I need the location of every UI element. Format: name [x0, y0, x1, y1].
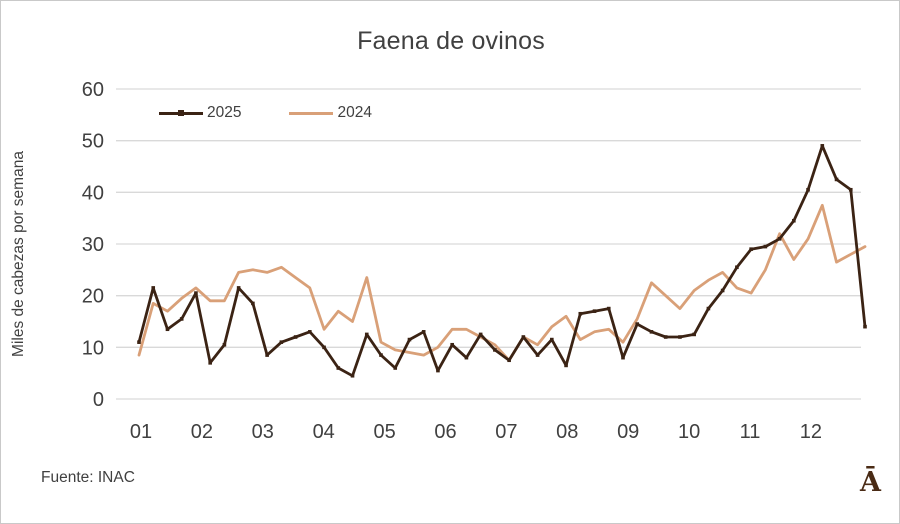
- data-point-marker: [165, 327, 170, 332]
- y-tick-label: 50: [82, 131, 104, 153]
- y-tick-label: 60: [82, 79, 104, 101]
- data-point-marker: [507, 358, 511, 363]
- series-line-2024: [137, 203, 867, 362]
- data-point-marker: [649, 330, 654, 334]
- legend-line-2024-icon: [289, 111, 334, 115]
- x-tick-label: 08: [556, 421, 578, 443]
- data-point-marker: [421, 330, 426, 334]
- data-point-marker: [806, 187, 810, 192]
- data-point-marker: [550, 337, 554, 342]
- legend-label-2024: 2024: [337, 104, 372, 121]
- x-tick-label: 05: [373, 421, 395, 443]
- data-point-marker: [735, 265, 739, 270]
- data-point-marker: [863, 324, 867, 329]
- data-point-marker: [293, 335, 298, 339]
- data-point-marker: [265, 353, 269, 357]
- x-tick-label: 10: [678, 421, 700, 443]
- x-tick-label: 04: [313, 421, 335, 443]
- data-point-marker: [194, 291, 198, 295]
- legend-label-2025: 2025: [207, 104, 242, 121]
- legend-entry-2024: 2024: [289, 104, 372, 122]
- logo-glyph: Ā: [860, 467, 881, 498]
- data-point-marker: [350, 373, 355, 378]
- legend-entry-2025: 2025: [159, 104, 241, 122]
- data-point-marker: [236, 286, 241, 290]
- data-point-marker: [820, 144, 825, 148]
- x-tick-label: 03: [252, 421, 274, 443]
- data-point-marker: [678, 335, 682, 339]
- y-tick-label: 20: [82, 286, 104, 308]
- x-tick-label: 07: [495, 421, 517, 443]
- x-tick-label: 11: [740, 421, 761, 443]
- data-point-marker: [621, 355, 625, 360]
- data-point-marker: [834, 177, 839, 182]
- source-note: Fuente: INAC: [41, 469, 135, 486]
- y-tick-label: 10: [82, 337, 104, 359]
- data-point-marker: [792, 218, 796, 223]
- data-point-marker: [578, 311, 583, 316]
- data-point-marker: [379, 353, 383, 357]
- data-point-marker: [251, 301, 255, 306]
- series-line-2025: [137, 144, 867, 378]
- y-tick-label: 40: [82, 182, 104, 204]
- legend-line-2025-icon: [159, 110, 203, 116]
- data-point-marker: [179, 317, 184, 321]
- x-tick-label: 09: [617, 421, 639, 443]
- data-point-marker: [592, 309, 597, 313]
- x-tick-label: 12: [800, 421, 822, 443]
- y-tick-label: 0: [93, 389, 104, 411]
- data-point-marker: [151, 286, 156, 290]
- data-point-marker: [763, 244, 768, 249]
- data-point-marker: [478, 332, 483, 337]
- data-point-marker: [208, 361, 212, 365]
- x-tick-label: 06: [434, 421, 456, 443]
- data-point-marker: [308, 330, 312, 334]
- data-point-marker: [464, 355, 469, 360]
- chart-title: Faena de ovinos: [357, 27, 545, 55]
- chart-legend: 2025 2024: [159, 104, 372, 122]
- data-point-marker: [848, 187, 853, 192]
- data-point-marker: [393, 366, 398, 370]
- data-point-marker: [407, 337, 412, 342]
- data-point-marker: [720, 288, 725, 293]
- data-point-marker: [606, 306, 611, 311]
- data-point-marker: [222, 342, 227, 347]
- data-point-marker: [564, 363, 568, 368]
- data-point-marker: [635, 322, 640, 326]
- data-point-marker: [521, 335, 526, 339]
- data-point-marker: [322, 345, 326, 350]
- x-tick-label: 01: [130, 421, 152, 443]
- data-point-marker: [692, 332, 696, 337]
- data-point-marker: [137, 340, 141, 344]
- data-point-marker: [336, 366, 341, 370]
- data-point-marker: [663, 335, 668, 339]
- data-point-marker: [364, 332, 369, 337]
- data-point-marker: [493, 348, 497, 352]
- data-point-marker: [777, 237, 782, 241]
- data-point-marker: [279, 340, 284, 344]
- data-point-marker: [450, 342, 454, 347]
- data-point-marker: [535, 353, 540, 357]
- data-point-marker: [706, 306, 711, 311]
- data-point-marker: [749, 247, 753, 251]
- y-tick-label: 30: [82, 234, 104, 256]
- data-point-marker: [436, 368, 440, 373]
- x-tick-label: 02: [191, 421, 213, 443]
